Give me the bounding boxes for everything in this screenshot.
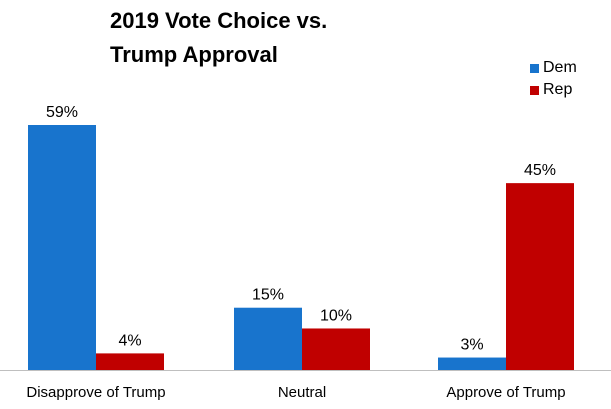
legend-swatch-rep	[530, 85, 539, 95]
chart-title-line-1: 2019 Vote Choice vs.	[110, 8, 328, 33]
chart-title-line-2: Trump Approval	[110, 42, 278, 67]
legend-item-rep: Rep	[530, 79, 577, 101]
bar-rep-0	[96, 353, 164, 370]
data-label-rep-0: 4%	[118, 332, 141, 349]
data-label-rep-2: 45%	[524, 162, 556, 179]
data-label-dem-2: 3%	[460, 337, 483, 354]
bar-dem-0	[28, 125, 96, 370]
x-tick-label-0: Disapprove of Trump	[26, 384, 165, 401]
data-label-rep-1: 10%	[320, 307, 352, 324]
legend-label-dem: Dem	[543, 59, 577, 76]
bar-rep-1	[302, 328, 370, 370]
chart-legend: Dem Rep	[530, 57, 577, 101]
bar-dem-1	[234, 307, 302, 370]
legend-label-rep: Rep	[543, 81, 573, 98]
data-label-dem-1: 15%	[252, 287, 284, 304]
legend-swatch-dem	[530, 63, 539, 73]
legend-item-dem: Dem	[530, 57, 577, 79]
bar-rep-2	[506, 183, 574, 370]
data-label-dem-0: 59%	[46, 104, 78, 121]
x-tick-label-2: Approve of Trump	[446, 384, 565, 401]
bar-dem-2	[438, 357, 506, 370]
x-tick-label-1: Neutral	[278, 384, 326, 401]
